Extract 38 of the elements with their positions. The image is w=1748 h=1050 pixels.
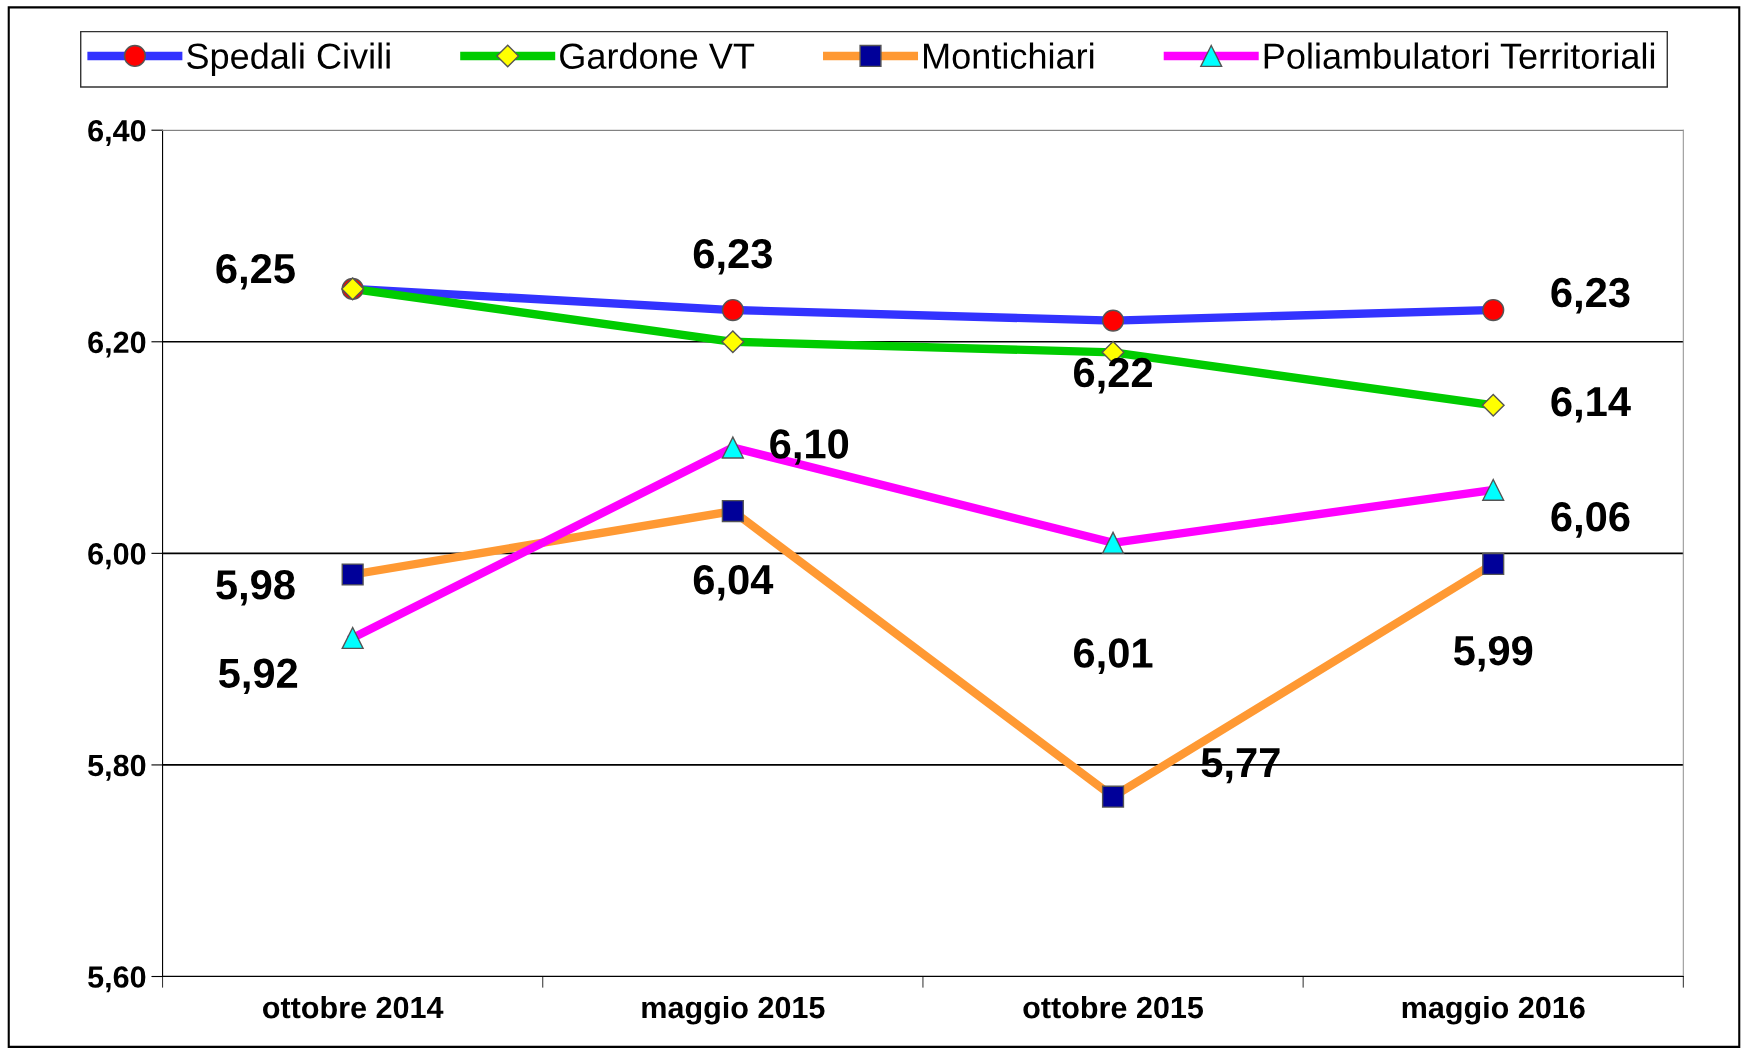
point xyxy=(721,298,744,322)
point xyxy=(341,626,364,650)
data-label: 6,10 xyxy=(770,429,849,465)
point xyxy=(341,563,364,586)
data-label: 6,06 xyxy=(1551,502,1630,538)
y-tick-label: 6,00 xyxy=(88,543,146,570)
legend-label: Montichiari xyxy=(924,42,1094,69)
data-label: 6,01 xyxy=(1074,638,1153,674)
point xyxy=(1482,478,1505,501)
point xyxy=(1482,298,1505,322)
point xyxy=(1101,309,1125,332)
point xyxy=(1101,531,1125,554)
point xyxy=(1482,552,1505,576)
legend-label: Spedali Civili xyxy=(187,42,390,77)
data-label: 6,14 xyxy=(1551,386,1631,423)
point xyxy=(721,436,744,459)
y-tick-label: 5,60 xyxy=(88,966,146,993)
data-label: 5,99 xyxy=(1453,635,1533,672)
x-tick-label: ottobre 2015 xyxy=(1023,995,1204,1019)
data-label: 6,25 xyxy=(216,253,295,290)
point xyxy=(1101,785,1125,808)
x-tick-label: maggio 2015 xyxy=(642,995,825,1025)
point xyxy=(1481,393,1505,417)
data-label: 6,22 xyxy=(1074,357,1152,394)
legend-label: Poliambulatori Territoriali xyxy=(1264,42,1655,69)
y-tick-label: 6,40 xyxy=(88,119,146,146)
legend-label: Gardone VT xyxy=(560,42,755,69)
x-tick-label: maggio 2016 xyxy=(1402,995,1585,1025)
y-tick-label: 6,20 xyxy=(88,331,146,358)
point xyxy=(721,330,745,354)
data-label: 5,92 xyxy=(218,658,298,695)
point xyxy=(721,499,744,523)
x-tick-label: ottobre 2014 xyxy=(263,995,444,1019)
data-label: 6,23 xyxy=(1551,277,1630,314)
data-label: 5,98 xyxy=(216,570,295,606)
data-label: 6,23 xyxy=(693,238,772,275)
y-tick-label: 5,80 xyxy=(88,754,146,781)
data-label: 6,04 xyxy=(693,564,774,601)
